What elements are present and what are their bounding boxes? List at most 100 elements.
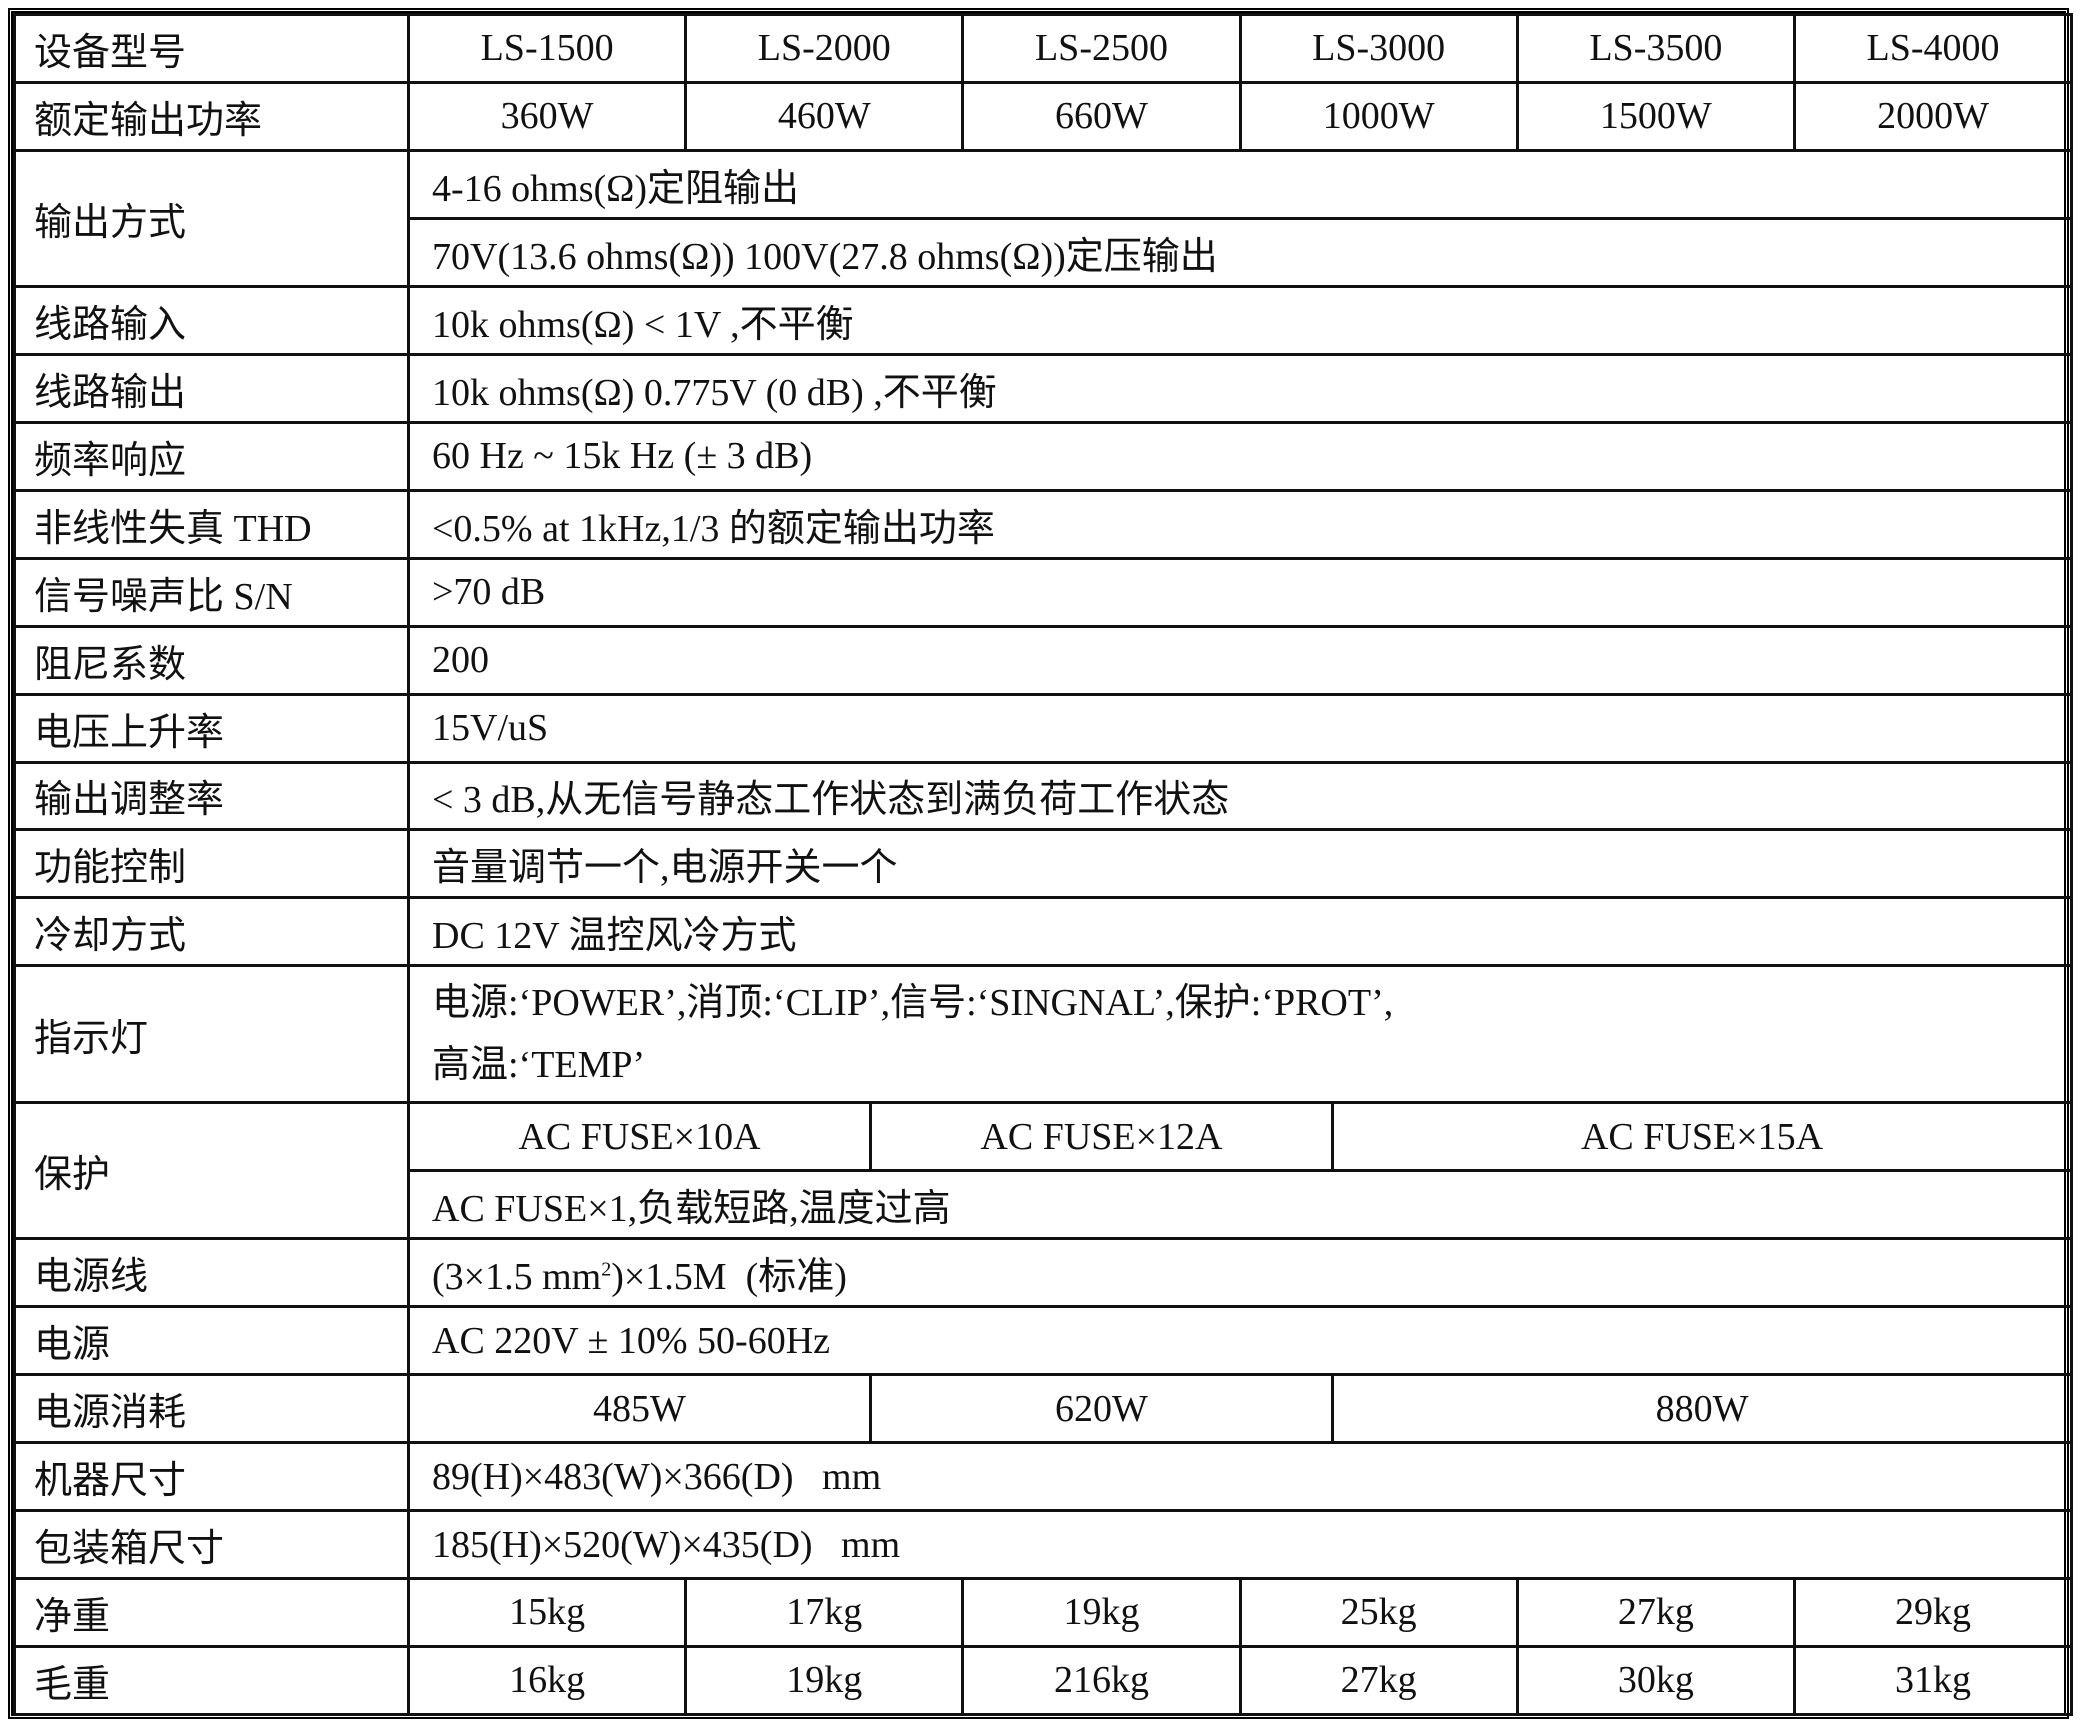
table-row: 输出调整率 < 3 dB,从无信号静态工作状态到满负荷工作状态 xyxy=(13,760,2074,832)
value-cell: >70 dB xyxy=(406,556,2074,628)
value-cell: 10k ohms(Ω) 0.775V (0 dB) ,不平衡 xyxy=(406,352,2074,424)
row-label: 设备型号 xyxy=(13,13,410,84)
table-row: 频率响应 60 Hz ~ 15k Hz (± 3 dB) xyxy=(13,420,2074,492)
row-label: 电源线 xyxy=(13,1237,410,1309)
row-label: 指示灯 xyxy=(13,964,410,1105)
table-row-power-cord: 电源线 (3×1.5 mm2)×1.5M (标准) xyxy=(13,1237,2074,1309)
cord-text-2: )×1.5M (标准) xyxy=(611,1256,847,1299)
table-row: 冷却方式 DC 12V 温控风冷方式 xyxy=(13,896,2074,968)
table-row: 功能控制 音量调节一个,电源开关一个 xyxy=(13,828,2074,900)
row-label: 冷却方式 xyxy=(13,896,410,968)
value-cell: 60 Hz ~ 15k Hz (± 3 dB) xyxy=(406,420,2074,492)
table-row-output-mode: 输出方式 4-16 ohms(Ω)定阻输出 xyxy=(13,148,2074,288)
model-cell: LS-4000 xyxy=(1792,13,2074,84)
table-row: 阻尼系数 200 xyxy=(13,624,2074,696)
value-cell: 10k ohms(Ω) < 1V ,不平衡 xyxy=(406,284,2074,356)
value-cell: 185(H)×520(W)×435(D) mm xyxy=(406,1509,2074,1581)
cord-text: (3×1.5 mm xyxy=(432,1256,602,1299)
table-row-indicator: 指示灯 电源:‘POWER’,消顶:‘CLIP’,信号:‘SINGNAL’,保护… xyxy=(13,964,2074,1105)
row-label: 线路输入 xyxy=(13,284,410,356)
row-label: 保护 xyxy=(13,1101,410,1241)
fuse-cell: AC FUSE×12A xyxy=(868,1101,1334,1173)
model-cell: LS-2000 xyxy=(684,13,965,84)
table-row-power-supply: 电源 AC 220V ± 10% 50-60Hz xyxy=(13,1305,2074,1377)
table-row-net-weight: 净重 15kg 17kg 19kg 25kg 27kg 29kg xyxy=(13,1577,2074,1648)
value-cell: 17kg xyxy=(684,1577,965,1648)
table-row: 线路输出 10k ohms(Ω) 0.775V (0 dB) ,不平衡 xyxy=(13,352,2074,424)
value-cell: 70V(13.6 ohms(Ω)) 100V(27.8 ohms(Ω))定压输出 xyxy=(406,216,2074,288)
table-row-package: 包装箱尺寸 185(H)×520(W)×435(D) mm xyxy=(13,1509,2074,1581)
model-cell: LS-1500 xyxy=(406,13,688,84)
value-cell: AC 220V ± 10% 50-60Hz xyxy=(406,1305,2074,1377)
value-cell: 2000W xyxy=(1792,80,2074,152)
model-cell: LS-3000 xyxy=(1238,13,1519,84)
model-cell: LS-2500 xyxy=(961,13,1242,84)
row-label: 电源消耗 xyxy=(13,1373,410,1445)
spec-table: 设备型号 LS-1500 LS-2000 LS-2500 LS-3000 LS-… xyxy=(13,13,2074,1717)
table-row: 电压上升率 15V/uS xyxy=(13,692,2074,764)
value-cell: 29kg xyxy=(1792,1577,2074,1648)
row-label: 输出方式 xyxy=(13,148,410,288)
row-label: 阻尼系数 xyxy=(13,624,410,696)
row-label: 电源 xyxy=(13,1305,410,1377)
indicator-line-1: 电源:‘POWER’,消顶:‘CLIP’,信号:‘SINGNAL’,保护:‘PR… xyxy=(432,982,1394,1025)
value-cell: 485W xyxy=(407,1373,872,1445)
value-cell: 27kg xyxy=(1238,1644,1519,1717)
value-cell: <0.5% at 1kHz,1/3 的额定输出功率 xyxy=(406,488,2074,560)
row-label: 包装箱尺寸 xyxy=(13,1509,410,1581)
value-cell: 460W xyxy=(684,80,965,152)
table-row: 信号噪声比 S/N >70 dB xyxy=(13,556,2074,628)
value-cell: AC FUSE×1,负载短路,温度过高 xyxy=(406,1169,2074,1241)
value-cell: 880W xyxy=(1330,1373,2074,1445)
value-cell: < 3 dB,从无信号静态工作状态到满负荷工作状态 xyxy=(406,760,2074,832)
row-label: 非线性失真 THD xyxy=(13,488,410,560)
table-row-consumption: 电源消耗 485W 620W 880W xyxy=(13,1373,2074,1445)
value-cell: (3×1.5 mm2)×1.5M (标准) xyxy=(406,1237,2074,1309)
value-cell: 216kg xyxy=(961,1644,1242,1717)
value-cell: 19kg xyxy=(961,1577,1242,1648)
value-cell: 音量调节一个,电源开关一个 xyxy=(406,828,2074,900)
value-cell: 620W xyxy=(868,1373,1334,1445)
fuse-cell: AC FUSE×15A xyxy=(1330,1101,2074,1173)
table-row-protection-2: AC FUSE×1,负载短路,温度过高 xyxy=(15,1169,2074,1241)
value-cell: 1500W xyxy=(1515,80,1796,152)
table-row-dimensions: 机器尺寸 89(H)×483(W)×366(D) mm xyxy=(13,1441,2074,1513)
value-cell: 660W xyxy=(961,80,1242,152)
value-cell: 4-16 ohms(Ω)定阻输出 xyxy=(406,148,2074,220)
table-row-model: 设备型号 LS-1500 LS-2000 LS-2500 LS-3000 LS-… xyxy=(13,13,2074,84)
row-label: 输出调整率 xyxy=(13,760,410,832)
row-label: 线路输出 xyxy=(13,352,410,424)
value-cell: 31kg xyxy=(1792,1644,2074,1717)
value-cell: DC 12V 温控风冷方式 xyxy=(406,896,2074,968)
value-cell: 30kg xyxy=(1515,1644,1796,1717)
row-label: 功能控制 xyxy=(13,828,410,900)
model-cell: LS-3500 xyxy=(1515,13,1796,84)
row-label: 毛重 xyxy=(13,1644,410,1717)
table-row-output-mode-2: 70V(13.6 ohms(Ω)) 100V(27.8 ohms(Ω))定压输出 xyxy=(15,216,2074,288)
value-cell: 1000W xyxy=(1238,80,1519,152)
fuse-cell: AC FUSE×10A xyxy=(407,1101,872,1173)
table-row: 非线性失真 THD <0.5% at 1kHz,1/3 的额定输出功率 xyxy=(13,488,2074,560)
row-label: 频率响应 xyxy=(13,420,410,492)
cord-sup: 2 xyxy=(601,1258,612,1281)
value-cell: 16kg xyxy=(406,1644,688,1717)
value-cell: 360W xyxy=(406,80,688,152)
row-label: 机器尺寸 xyxy=(13,1441,410,1513)
value-cell: 15kg xyxy=(406,1577,688,1648)
value-cell: 25kg xyxy=(1238,1577,1519,1648)
row-label: 额定输出功率 xyxy=(13,80,410,152)
value-cell: 89(H)×483(W)×366(D) mm xyxy=(406,1441,2074,1513)
indicator-line-2: 高温:‘TEMP’ xyxy=(432,1044,646,1087)
value-cell: 200 xyxy=(406,624,2074,696)
table-row-protection: 保护 AC FUSE×10A AC FUSE×12A AC FUSE×15A xyxy=(13,1101,2074,1241)
value-cell: 15V/uS xyxy=(406,692,2074,764)
row-label: 净重 xyxy=(13,1577,410,1648)
value-cell: 19kg xyxy=(684,1644,965,1717)
table-row-gross-weight: 毛重 16kg 19kg 216kg 27kg 30kg 31kg xyxy=(13,1644,2074,1717)
value-cell: 电源:‘POWER’,消顶:‘CLIP’,信号:‘SINGNAL’,保护:‘PR… xyxy=(406,964,2074,1105)
table-row: 线路输入 10k ohms(Ω) < 1V ,不平衡 xyxy=(13,284,2074,356)
row-label: 电压上升率 xyxy=(13,692,410,764)
row-label: 信号噪声比 S/N xyxy=(13,556,410,628)
table-row-rated-power: 额定输出功率 360W 460W 660W 1000W 1500W 2000W xyxy=(13,80,2074,152)
value-cell: 27kg xyxy=(1515,1577,1796,1648)
